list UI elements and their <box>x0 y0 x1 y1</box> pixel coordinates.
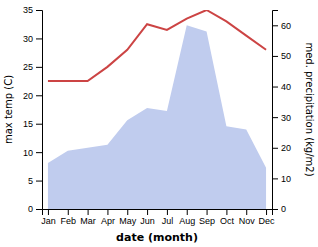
tick-mark <box>272 87 278 88</box>
tick-label: 0 <box>281 204 286 214</box>
marks <box>48 10 266 209</box>
tick: 15 <box>23 119 42 129</box>
tick-label: 15 <box>23 119 33 129</box>
tick-label: 0 <box>28 204 33 214</box>
y2-axis: 0 10 20 30 40 50 60 <box>272 11 291 215</box>
axis-line <box>36 11 43 210</box>
tick-mark <box>272 209 278 210</box>
tick-mark <box>167 209 168 215</box>
tick-mark <box>36 95 42 96</box>
tick-mark <box>68 209 69 215</box>
tick-mark <box>272 117 278 118</box>
tick-label: 10 <box>23 148 33 158</box>
tick: 40 <box>272 82 291 92</box>
tick-label: 35 <box>23 5 33 15</box>
tick-label: Dec <box>259 216 276 226</box>
tick: Oct <box>220 209 235 226</box>
tick-label: 40 <box>281 82 291 92</box>
tick-mark <box>36 10 42 11</box>
tick-mark <box>266 209 267 215</box>
precipitation-area <box>48 25 266 209</box>
tick: Feb <box>61 209 77 226</box>
tick-mark <box>88 209 89 215</box>
tick: Mar <box>80 209 96 226</box>
tick: 5 <box>28 176 42 186</box>
tick-mark <box>272 56 278 57</box>
tick: 35 <box>23 5 42 15</box>
y2-axis-title: med. precipitation (kg/m2) <box>304 42 315 176</box>
tick-label: 20 <box>23 91 33 101</box>
tick-label: 30 <box>23 34 33 44</box>
tick: Jul <box>162 209 174 226</box>
tick-label: Jun <box>140 216 155 226</box>
tick: 20 <box>272 143 291 153</box>
tick-mark <box>36 67 42 68</box>
tick-mark <box>107 209 108 215</box>
tick-mark <box>147 209 148 215</box>
plot-area: Jan FebMar Apr MayJun Jul Aug Sep Oct NovDec 0 5 10… <box>23 5 291 226</box>
tick-mark <box>48 209 49 215</box>
temperature-line <box>48 10 266 81</box>
tick-mark <box>272 178 278 179</box>
tick: 60 <box>272 21 291 31</box>
tick-mark <box>36 181 42 182</box>
tick-label: Sep <box>199 216 215 226</box>
tick-mark <box>36 209 42 210</box>
x-axis-title: date (month) <box>116 231 198 244</box>
tick: Sep <box>199 209 215 226</box>
tick-mark <box>127 209 128 215</box>
tick-label: Oct <box>220 216 235 226</box>
y-axis: 0 5 10 15 20 25 30 35 <box>23 5 43 214</box>
tick-label: 60 <box>281 21 291 31</box>
y-axis-title: max temp (C) <box>3 75 14 144</box>
tick-label: Nov <box>239 216 256 226</box>
tick: 0 <box>272 204 286 214</box>
tick: Dec <box>259 209 276 226</box>
tick-mark <box>272 25 278 26</box>
axis-line <box>273 11 279 210</box>
tick-label: 30 <box>281 113 291 123</box>
tick: Nov <box>239 209 256 226</box>
tick-mark <box>187 209 188 215</box>
tick-label: Jan <box>41 216 56 226</box>
tick-mark <box>207 209 208 215</box>
tick: Jan <box>41 209 56 226</box>
tick: 30 <box>23 34 42 44</box>
tick: 20 <box>23 91 42 101</box>
tick: Jun <box>140 209 155 226</box>
tick: 10 <box>272 174 291 184</box>
tick-label: Mar <box>80 216 96 226</box>
tick-mark <box>226 209 227 215</box>
tick: 25 <box>23 62 42 72</box>
tick: 0 <box>28 204 42 214</box>
tick: Aug <box>179 209 195 226</box>
tick-label: 20 <box>281 143 291 153</box>
tick-label: 10 <box>281 174 291 184</box>
tick-label: 5 <box>28 176 33 186</box>
tick-label: Jul <box>162 216 174 226</box>
tick-mark <box>272 148 278 149</box>
tick-mark <box>36 152 42 153</box>
tick-mark <box>36 38 42 39</box>
tick-label: Apr <box>101 216 115 226</box>
tick-label: 50 <box>281 51 291 61</box>
tick-mark <box>36 124 42 125</box>
tick: 30 <box>272 113 291 123</box>
x-axis: Jan FebMar Apr MayJun Jul Aug Sep Oct NovDec <box>41 209 275 226</box>
tick-label: May <box>119 216 137 226</box>
tick-label: Aug <box>179 216 195 226</box>
tick-label: Feb <box>61 216 77 226</box>
tick-mark <box>246 209 247 215</box>
chart: Jan FebMar Apr MayJun Jul Aug Sep Oct NovDec 0 5 10… <box>0 0 318 247</box>
tick: Apr <box>101 209 115 226</box>
tick: May <box>119 209 137 226</box>
tick: 10 <box>23 148 42 158</box>
tick: 50 <box>272 51 291 61</box>
tick-label: 25 <box>23 62 33 72</box>
axis-line <box>43 210 273 216</box>
